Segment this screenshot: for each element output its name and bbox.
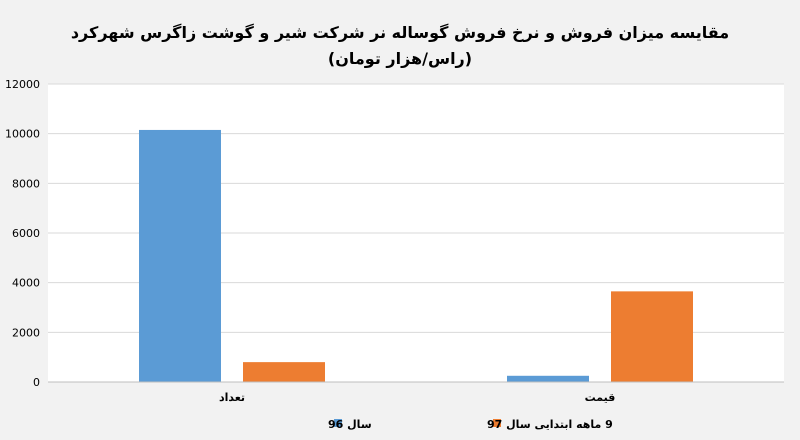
bar-series-1-category-1 (611, 291, 693, 382)
x-axis-category-labels: تعداد قیمت (219, 391, 615, 404)
chart-subtitle: (راس/هزار تومان) (328, 49, 472, 68)
y-tick-label: 12000 (5, 78, 40, 91)
y-tick-label: 2000 (12, 326, 40, 339)
y-tick-label: 4000 (12, 277, 40, 290)
y-tick-label: 8000 (12, 177, 40, 190)
y-axis-tick-labels: 0 2000 4000 6000 8000 10000 12000 (5, 78, 40, 389)
legend: سال 96 9 ماهه ابتدایی سال 97 (328, 418, 613, 431)
legend-swatch-series-96 (334, 419, 342, 427)
chart-title: مقایسه میزان فروش و نرخ فروش گوساله نر ش… (71, 23, 729, 42)
bars (139, 129, 693, 382)
legend-label-series-96: سال 96 (328, 418, 372, 431)
y-tick-label: 6000 (12, 227, 40, 240)
bar-series-0-category-0 (139, 129, 221, 382)
legend-label-series-97: 9 ماهه ابتدایی سال 97 (487, 418, 613, 431)
legend-swatch-series-97 (493, 419, 501, 427)
bar-series-0-category-1 (507, 375, 589, 382)
bar-series-1-category-0 (243, 362, 325, 382)
x-category-label: تعداد (219, 391, 245, 404)
y-tick-label: 0 (33, 376, 40, 389)
x-category-label: قیمت (585, 391, 616, 404)
y-tick-label: 10000 (5, 128, 40, 141)
